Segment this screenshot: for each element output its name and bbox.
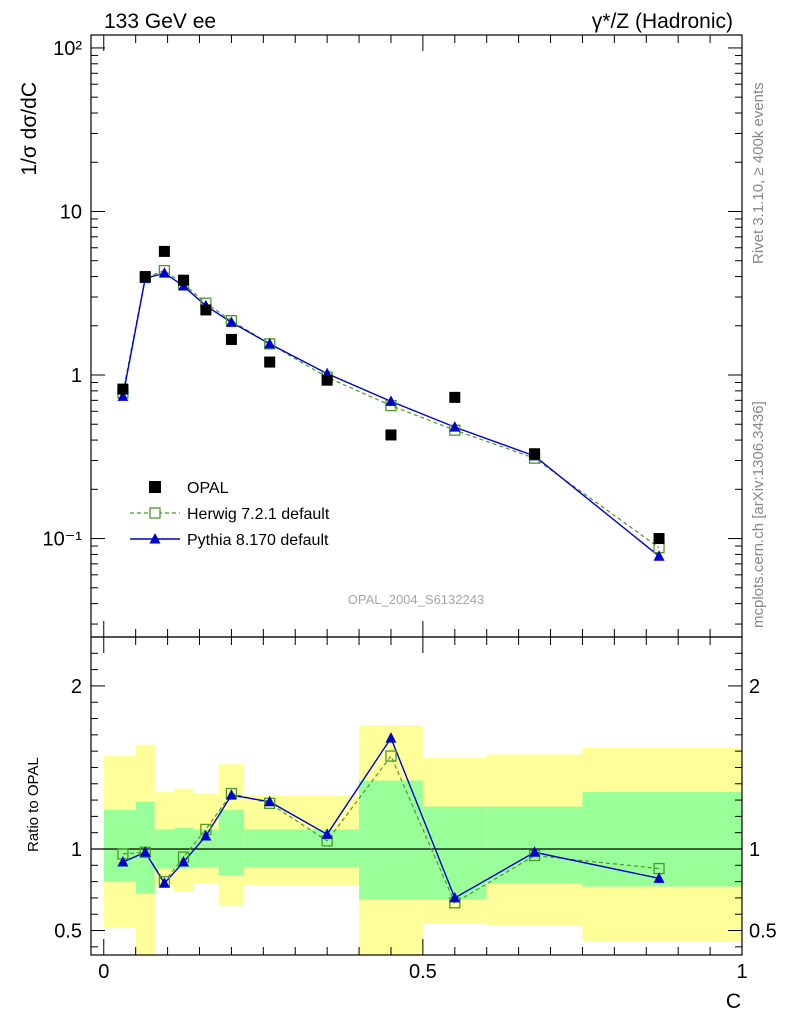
pythia-point (264, 337, 276, 349)
legend-label: OPAL (187, 480, 229, 497)
opal-point (158, 245, 170, 257)
pythia-point (117, 390, 129, 401)
pythia-ratio-point (385, 732, 397, 743)
ratio-band-inner (582, 791, 742, 887)
ratio-ticks: 0.5 0.51 12 20 0.5 1 (54, 637, 777, 983)
ratio-plot: 0.5 0.51 12 20 0.5 1 Ratio to OPAL C (25, 636, 777, 1013)
herwig-line (122, 269, 660, 549)
pythia-point (385, 395, 397, 406)
legend: OPAL Herwig 7.2.1 default Pythia 8.170 def… (130, 480, 330, 549)
main-ticks: 10⁻¹ 1 10 10² (43, 35, 743, 637)
pythia-ratio-point (225, 789, 237, 800)
ratio-band-inner (218, 809, 245, 876)
herwig-ratio-point (385, 750, 397, 762)
pythia-point (653, 550, 665, 561)
pythia-ratio-point (200, 829, 212, 841)
pythia-ratio-point (158, 877, 170, 888)
ratio-xlabel: C (726, 990, 741, 1013)
main-ytick-label: 10² (53, 38, 82, 60)
pythia-ratio-point (264, 795, 276, 807)
opal-point (139, 271, 151, 283)
pythia-ratio-point (321, 828, 333, 839)
main-ylabel: 1/σ dσ/dC (18, 82, 41, 176)
opal-point (653, 533, 665, 545)
ratio-ytick-label-right: 1 (749, 839, 760, 861)
pythia-point (449, 421, 461, 432)
pythia-ratio-point (178, 856, 190, 867)
ratio-ytick-label: 1 (71, 839, 82, 861)
watermark: OPAL_2004_S6132243 (348, 592, 484, 607)
ratio-ytick-label: 2 (71, 676, 82, 698)
main-ytick-label: 1 (71, 365, 82, 387)
side-rivet: Rivet 3.1.10, ≥ 400k events (750, 82, 767, 264)
ratio-bands (91, 725, 742, 955)
main-series-marks (117, 245, 665, 561)
main-ytick-label: 10 (60, 201, 82, 223)
pythia-point (225, 316, 237, 327)
opal-point (449, 391, 461, 403)
header-right: γ*/Z (Hadronic) (592, 10, 733, 33)
main-ytick-label: 10⁻¹ (43, 529, 83, 551)
ratio-ylabel: Ratio to OPAL (25, 757, 42, 852)
ratio-band-inner (244, 829, 360, 867)
legend-label: Herwig 7.2.1 default (187, 506, 330, 523)
legend-pythia-marker (149, 533, 161, 544)
pythia-ratio-point (139, 846, 151, 857)
ratio-frame (90, 636, 743, 956)
ratio-xtick-label: 0 (98, 961, 109, 983)
ratio-series-marks (117, 732, 665, 909)
pythia-point (158, 267, 170, 278)
pythia-ratio-line (122, 736, 660, 899)
legend-opal-marker (149, 481, 161, 493)
ratio-band-inner (359, 780, 423, 900)
ratio-ytick-label: 0.5 (54, 921, 82, 943)
pythia-ratio-point (529, 846, 541, 857)
opal-point (225, 333, 237, 345)
side-mcplots: mcplots.cern.ch [arXiv:1306.3436] (750, 401, 767, 628)
pythia-ratio-point (449, 891, 461, 903)
opal-point (264, 356, 276, 368)
pythia-ratio-point (117, 856, 129, 867)
ratio-band-inner (103, 809, 136, 882)
legend-label: Pythia 8.170 default (187, 532, 329, 549)
ratio-xtick-label: 0.5 (409, 961, 437, 983)
opal-point (385, 429, 397, 441)
header-left: 133 GeV ee (104, 10, 216, 33)
ratio-ytick-label-right: 2 (749, 676, 760, 698)
opal-point (321, 374, 333, 386)
ratio-band-inner (422, 806, 487, 900)
opal-point (178, 274, 190, 286)
pythia-ratio-point (653, 872, 665, 883)
opal-point (200, 304, 212, 316)
opal-point (117, 383, 129, 395)
ratio-ytick-label-right: 0.5 (749, 921, 777, 943)
opal-point (529, 448, 541, 460)
ratio-xtick-label: 1 (736, 961, 747, 983)
legend-herwig-marker (149, 507, 161, 519)
